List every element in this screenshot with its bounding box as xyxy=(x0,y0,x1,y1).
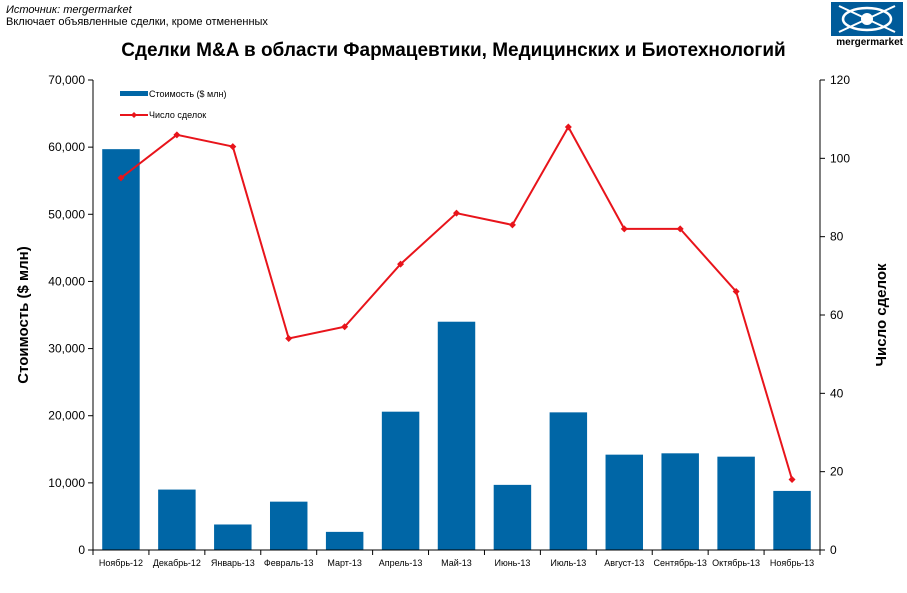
y2-tick-label-5: 100 xyxy=(830,151,850,165)
x-tick-label-10: Сентябрь-13 xyxy=(654,558,707,568)
x-tick-label-5: Апрель-13 xyxy=(379,558,423,568)
bar-9 xyxy=(605,454,644,550)
legend-label-count: Число сделок xyxy=(149,110,206,120)
y2-tick-label-2: 40 xyxy=(830,386,844,400)
bar-2 xyxy=(214,524,252,550)
legend-label-value: Стоимость ($ млн) xyxy=(149,89,226,99)
x-tick-label-0: Ноябрь-12 xyxy=(99,558,143,568)
x-tick-label-11: Октябрь-13 xyxy=(712,558,760,568)
line-point-2 xyxy=(229,143,237,151)
bar-12 xyxy=(773,490,811,550)
line-point-9 xyxy=(620,225,628,233)
line-series xyxy=(117,123,796,483)
legend-swatch-count-marker xyxy=(131,112,137,118)
line-point-3 xyxy=(285,335,293,342)
y-tick-label-2: 20,000 xyxy=(48,409,85,423)
y-tick-label-7: 70,000 xyxy=(48,73,85,87)
line-point-12 xyxy=(788,476,796,483)
chart-axes: 0 10,000 20,000 30,000 40,000 50,000 60,000 70,… xyxy=(15,73,890,568)
logo-stroke-b xyxy=(838,5,896,33)
chart-title: Сделки M&A в области Фармацевтики, Медиц… xyxy=(121,40,786,61)
bar-11 xyxy=(717,456,755,550)
line-point-10 xyxy=(676,225,684,233)
y-tick-label-0: 0 xyxy=(78,543,85,557)
x-tick-label-1: Декабрь-12 xyxy=(153,558,201,568)
y-tick-label-4: 40,000 xyxy=(48,274,85,288)
x-tick-label-3: Февраль-13 xyxy=(264,558,314,568)
bar-1 xyxy=(158,489,196,550)
line-point-6 xyxy=(453,209,460,217)
line-point-11 xyxy=(732,288,740,295)
bar-series xyxy=(102,149,811,550)
y-axis-title: Стоимость ($ млн) xyxy=(15,246,32,384)
bar-4 xyxy=(325,531,364,550)
logo-wordmark: mergermarket xyxy=(836,37,903,48)
logo-eye-outline xyxy=(841,6,893,32)
line-point-0 xyxy=(117,174,125,182)
y2-tick-label-3: 60 xyxy=(830,308,844,322)
x-tick-label-4: Март-13 xyxy=(327,558,362,568)
line-point-8 xyxy=(564,123,572,131)
y2-tick-label-1: 20 xyxy=(830,465,844,479)
inclusion-note: Включает объявленные сделки, кроме отмен… xyxy=(6,16,268,28)
x-tick-label-7: Июнь-13 xyxy=(494,558,530,568)
x-tick-label-12: Ноябрь-13 xyxy=(770,558,814,568)
y2-tick-label-6: 120 xyxy=(830,73,850,87)
bar-10 xyxy=(661,453,699,550)
bar-0 xyxy=(102,149,140,550)
bar-5 xyxy=(381,411,420,550)
bar-7 xyxy=(493,484,532,550)
y-tick-label-1: 10,000 xyxy=(48,476,85,490)
line-point-7 xyxy=(508,221,516,229)
y-tick-label-5: 50,000 xyxy=(48,207,85,221)
x-tick-label-2: Январь-13 xyxy=(211,558,255,568)
source-line: Источник: mergermarket xyxy=(6,4,132,16)
bar-8 xyxy=(549,412,588,550)
legend-swatch-value xyxy=(120,91,148,96)
y2-tick-label-0: 0 xyxy=(830,543,837,557)
bar-3 xyxy=(269,501,308,550)
line-point-4 xyxy=(341,323,349,331)
y-tick-label-3: 30,000 xyxy=(48,342,85,356)
mergermarket-logo xyxy=(831,2,903,36)
y2-axis-title: Число сделок xyxy=(873,263,890,366)
bar-6 xyxy=(437,321,476,550)
line-point-1 xyxy=(173,131,181,139)
x-tick-label-9: Август-13 xyxy=(604,558,644,568)
source-note: Источник: mergermarket Включает объявлен… xyxy=(6,4,268,28)
x-tick-label-6: Май-13 xyxy=(441,558,472,568)
x-tick-label-8: Июль-13 xyxy=(550,558,586,568)
y-tick-label-6: 60,000 xyxy=(48,140,85,154)
y2-tick-label-4: 80 xyxy=(830,230,844,244)
line-point-5 xyxy=(397,260,405,268)
legend: Стоимость ($ млн) Число сделок xyxy=(120,89,226,120)
